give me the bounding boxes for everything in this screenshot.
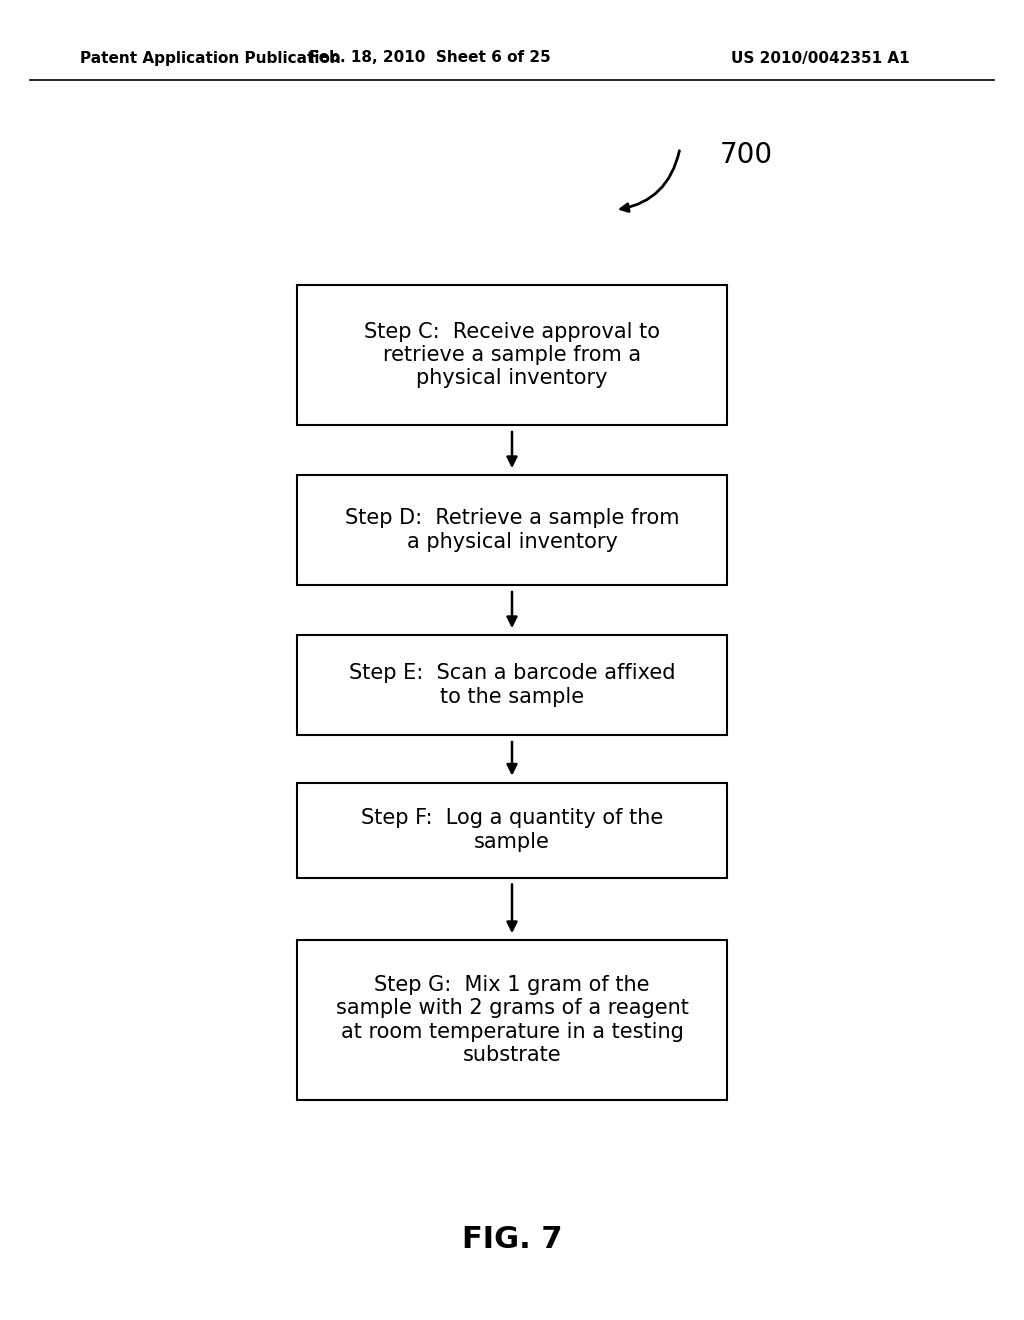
Text: 700: 700 xyxy=(720,141,773,169)
Text: US 2010/0042351 A1: US 2010/0042351 A1 xyxy=(731,50,909,66)
FancyBboxPatch shape xyxy=(297,285,727,425)
Text: Feb. 18, 2010  Sheet 6 of 25: Feb. 18, 2010 Sheet 6 of 25 xyxy=(309,50,551,66)
Text: Step D:  Retrieve a sample from
a physical inventory: Step D: Retrieve a sample from a physica… xyxy=(345,508,679,552)
Text: Step F:  Log a quantity of the
sample: Step F: Log a quantity of the sample xyxy=(360,808,664,851)
Text: Patent Application Publication: Patent Application Publication xyxy=(80,50,341,66)
FancyBboxPatch shape xyxy=(297,940,727,1100)
FancyBboxPatch shape xyxy=(297,635,727,735)
Text: Step G:  Mix 1 gram of the
sample with 2 grams of a reagent
at room temperature : Step G: Mix 1 gram of the sample with 2 … xyxy=(336,975,688,1065)
FancyBboxPatch shape xyxy=(297,475,727,585)
Text: FIG. 7: FIG. 7 xyxy=(462,1225,562,1254)
Text: Step E:  Scan a barcode affixed
to the sample: Step E: Scan a barcode affixed to the sa… xyxy=(349,664,675,706)
FancyBboxPatch shape xyxy=(297,783,727,878)
FancyArrowPatch shape xyxy=(621,150,679,211)
Text: Step C:  Receive approval to
retrieve a sample from a
physical inventory: Step C: Receive approval to retrieve a s… xyxy=(364,322,660,388)
